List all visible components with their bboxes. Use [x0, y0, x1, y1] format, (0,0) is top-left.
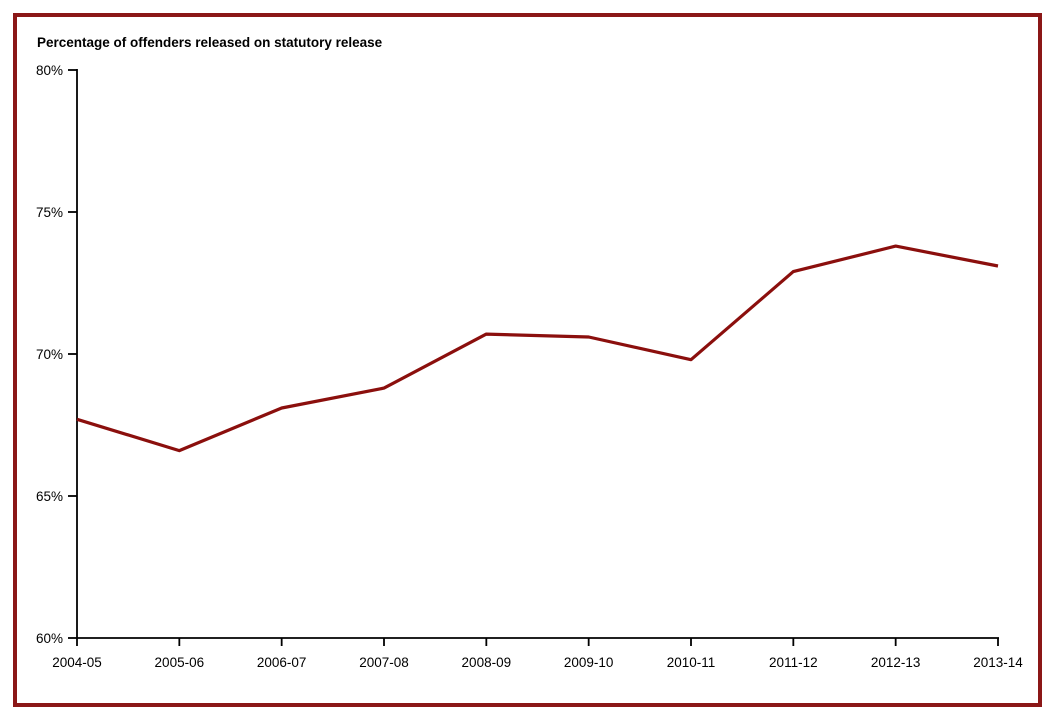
x-tick-label: 2007-08 [359, 655, 409, 670]
y-tick-label: 60% [36, 631, 63, 646]
x-tick-label: 2006-07 [257, 655, 307, 670]
chart-frame [13, 13, 1042, 707]
y-tick-label: 70% [36, 347, 63, 362]
x-tick-label: 2013-14 [973, 655, 1023, 670]
y-tick-label: 75% [36, 205, 63, 220]
y-tick-label: 65% [36, 489, 63, 504]
series-line-statutory-release [76, 244, 999, 453]
chart-title: Percentage of offenders released on stat… [37, 35, 383, 50]
x-tick-label: 2008-09 [462, 655, 512, 670]
x-tick-label: 2011-12 [769, 655, 818, 670]
x-tick-label: 2010-11 [667, 655, 716, 670]
x-tick-label: 2004-05 [52, 655, 102, 670]
x-tick-label: 2009-10 [564, 655, 614, 670]
x-tick-label: 2005-06 [155, 655, 205, 670]
y-tick-label: 80% [36, 63, 63, 78]
x-tick-label: 2012-13 [871, 655, 921, 670]
